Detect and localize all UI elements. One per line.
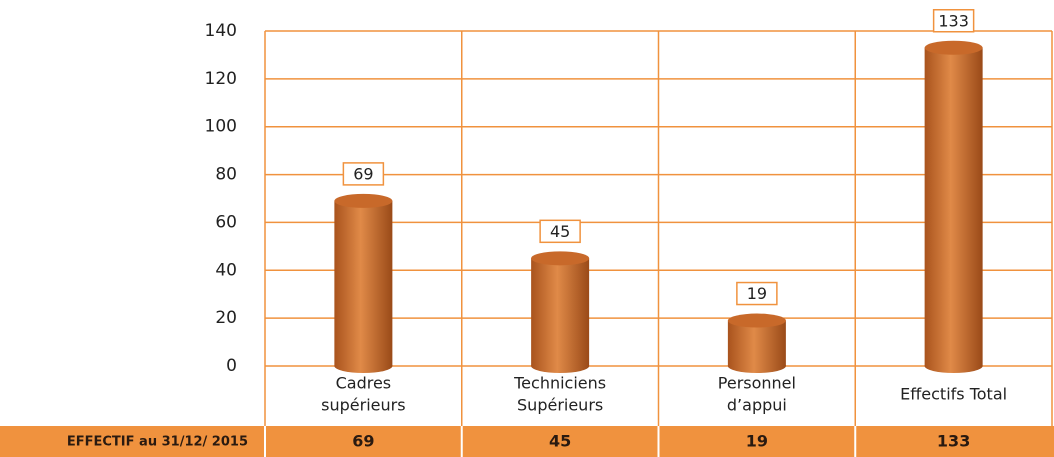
- y-tick-label: 140: [205, 21, 237, 41]
- table-row-label: EFFECTIF au 31/12/ 2015: [67, 435, 248, 450]
- x-tick-label: Cadres: [336, 374, 392, 393]
- x-tick-label: Effectifs Total: [900, 385, 1007, 404]
- y-tick-label: 0: [226, 356, 237, 376]
- x-tick-label: Personnel: [718, 374, 796, 393]
- bar: [334, 200, 393, 366]
- table-band: [0, 426, 1054, 457]
- value-label: 133: [938, 11, 969, 30]
- cylinder-top: [334, 193, 393, 208]
- y-tick-label: 20: [215, 308, 237, 328]
- value-label-box: [736, 281, 778, 306]
- y-tick-label: 120: [205, 69, 237, 89]
- y-tick-label: 60: [215, 212, 237, 232]
- value-label: 45: [550, 222, 570, 241]
- value-label-box: [342, 162, 385, 186]
- table-value: 19: [746, 432, 768, 451]
- x-tick-label: d’appui: [727, 396, 787, 415]
- bar: [924, 47, 983, 366]
- y-tick-label: 80: [215, 165, 237, 185]
- x-tick-label: Techniciens: [513, 374, 606, 393]
- cylinder-top: [531, 251, 590, 266]
- cylinder-top: [727, 313, 786, 328]
- table-value: 45: [549, 432, 571, 451]
- y-tick-label: 100: [205, 117, 237, 137]
- value-label: 69: [353, 164, 373, 183]
- value-label-box: [539, 219, 581, 244]
- cylinder-top: [924, 40, 983, 55]
- table-value: 69: [352, 432, 374, 451]
- table-value: 133: [937, 432, 970, 451]
- bar: [727, 320, 786, 366]
- value-label: 19: [747, 284, 767, 303]
- x-tick-label: Supérieurs: [517, 396, 603, 415]
- y-tick-label: 40: [215, 260, 237, 280]
- value-label-box: [932, 9, 975, 33]
- bar: [531, 258, 590, 366]
- x-tick-label: supérieurs: [321, 396, 405, 415]
